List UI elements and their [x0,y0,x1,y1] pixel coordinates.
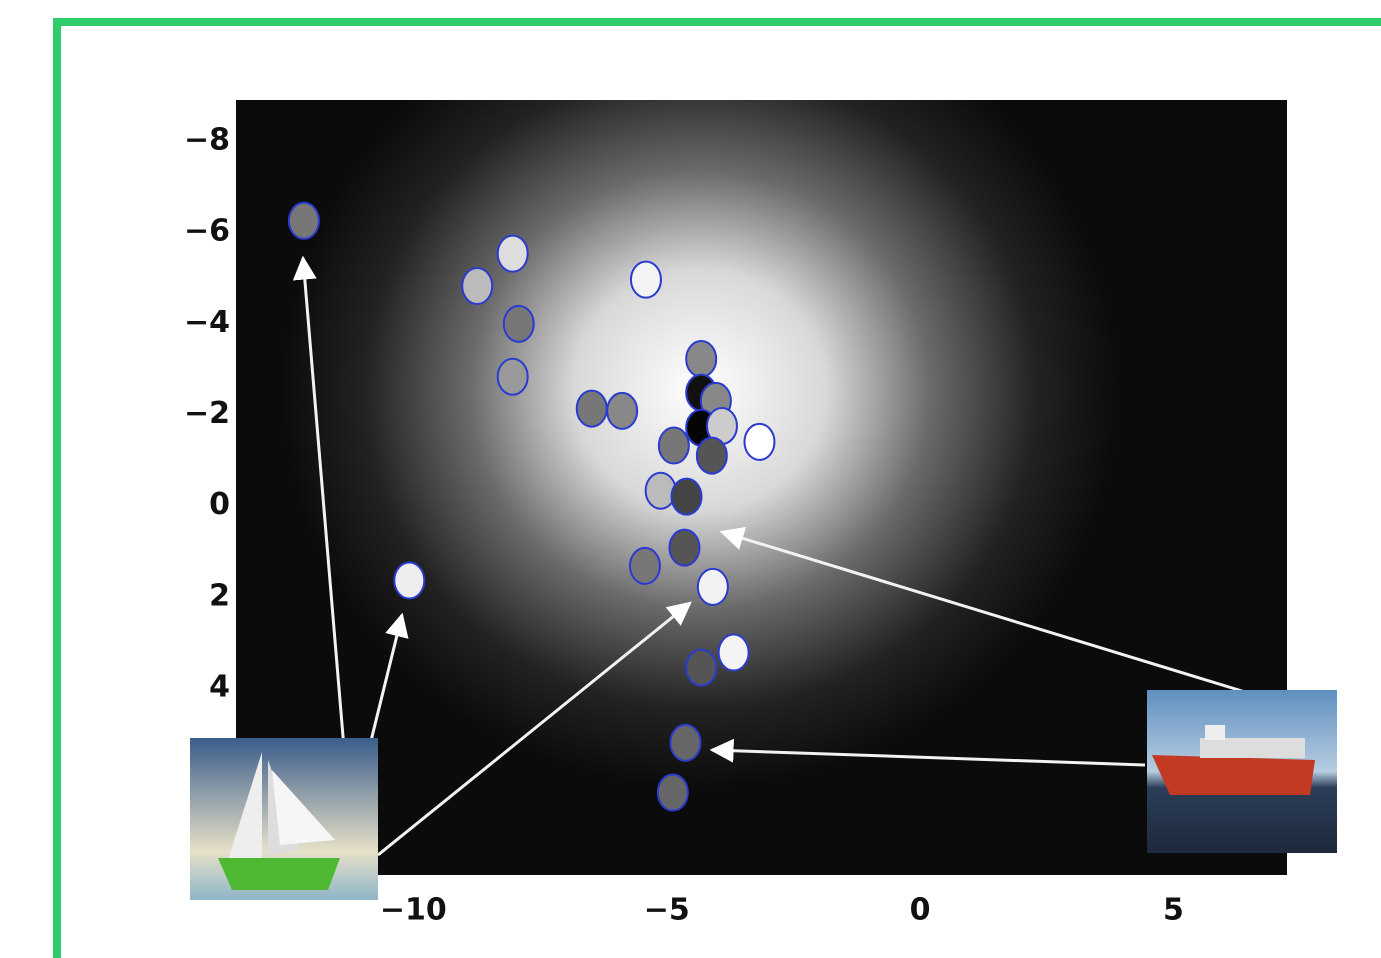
page: −8−6−4−2024−10−505 (() => { const data =… [0,0,1381,958]
point [630,548,660,584]
point [498,359,528,395]
chart: −8 −6 −4 −2 0 2 4 −10 −5 0 5 [0,0,1381,958]
point [719,635,749,671]
point [670,725,700,761]
y-tick-label: −4 [184,305,230,340]
point [744,424,774,460]
point [658,774,688,810]
point [646,473,676,509]
point [504,306,534,342]
sailboat-image [190,738,378,900]
x-tick-label: −10 [380,893,447,928]
point [289,203,319,239]
point [698,569,728,605]
point [659,428,689,464]
point [577,391,607,427]
y-tick-label: 2 [209,578,230,613]
x-tick-label: −5 [644,893,690,928]
point [462,268,492,304]
point [669,530,699,566]
y-tick-label: −8 [184,123,230,158]
y-tick-label: −6 [184,214,230,249]
point [631,262,661,298]
point [672,479,702,515]
y-tick-label: 0 [209,487,230,522]
point [394,563,424,599]
point [607,393,637,429]
y-tick-label: 4 [209,670,230,705]
x-tick-label: 5 [1163,893,1184,928]
x-tick-label: 0 [910,893,931,928]
point [686,650,716,686]
point [697,438,727,474]
point [686,341,716,377]
point [498,236,528,272]
y-tick-label: −2 [184,396,230,431]
ship-image [1147,690,1337,853]
density-background [236,100,1287,875]
